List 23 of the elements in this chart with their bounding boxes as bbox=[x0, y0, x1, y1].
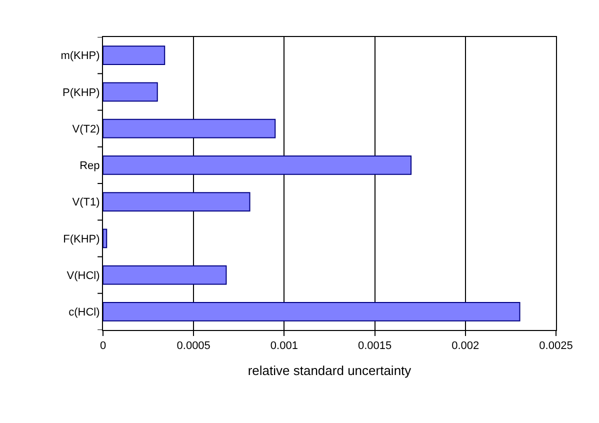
bar bbox=[103, 265, 227, 285]
x-tick-label: 0.0025 bbox=[539, 340, 573, 352]
x-tick-label: 0.001 bbox=[270, 340, 298, 352]
y-tick-label: V(T1) bbox=[72, 196, 100, 209]
bar bbox=[103, 302, 520, 322]
y-tick-label: m(KHP) bbox=[60, 50, 100, 62]
bar bbox=[103, 118, 276, 138]
y-tick-label: P(KHP) bbox=[62, 86, 100, 99]
x-tick-label: 0.0015 bbox=[358, 340, 392, 352]
bar bbox=[103, 46, 166, 65]
y-tick-label: Rep bbox=[80, 160, 100, 172]
bar bbox=[103, 192, 250, 212]
y-tick-label: c(HCl) bbox=[68, 306, 100, 319]
bar bbox=[103, 228, 108, 248]
x-tick-label: 0 bbox=[100, 340, 106, 352]
y-tick-label: V(HCl) bbox=[66, 270, 100, 282]
x-axis-title: relative standard uncertainty bbox=[248, 362, 412, 378]
y-tick-label: F(KHP) bbox=[63, 233, 100, 246]
bar bbox=[103, 82, 158, 102]
bar bbox=[103, 156, 412, 175]
x-tick-label: 0.002 bbox=[452, 340, 480, 352]
x-tick-label: 0.0005 bbox=[176, 340, 210, 352]
y-tick-label: V(T2) bbox=[72, 123, 100, 136]
